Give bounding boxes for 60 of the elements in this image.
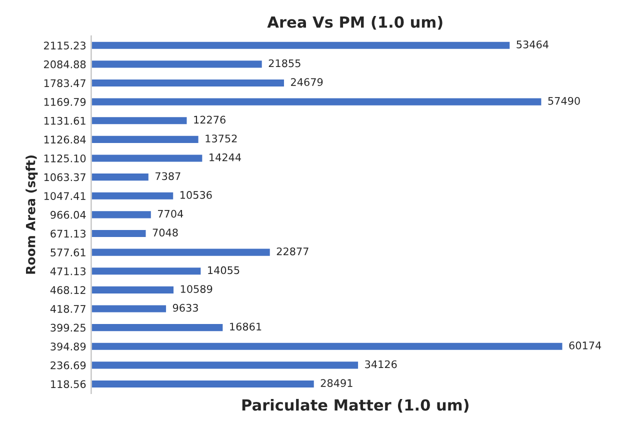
data-label: 57490 [548,96,580,105]
y-tick-label: 1125.10 [44,154,86,162]
bar [91,153,204,164]
y-tick-label: 236.69 [50,361,86,370]
data-label: 16861 [230,322,262,331]
data-label: 60174 [569,342,602,350]
bar [91,284,175,295]
data-label: 28491 [320,379,352,388]
y-tick-label: 471.13 [50,267,86,276]
y-tick-label: 1063.37 [44,173,86,182]
bar [91,322,224,332]
y-tick-label: 1126.84 [44,136,86,144]
x-axis-title: Pariculate Matter (1.0 um) [242,398,468,413]
bar [91,304,168,314]
y-tick-label: 2115.23 [44,42,86,50]
data-label: 12276 [194,116,226,124]
data-label: 14055 [208,266,240,274]
data-label: 22877 [276,247,308,256]
bar [91,190,174,201]
data-label: 7048 [152,228,178,237]
y-tick-label: 418.77 [50,304,86,313]
data-label: 14244 [210,153,241,162]
bar [91,96,543,107]
bar [91,360,360,370]
y-tick-label: 966.04 [50,210,86,219]
chart-title: Area Vs PM (1.0 um) [267,16,442,30]
bar [91,40,512,50]
bar [91,247,272,258]
y-tick-label: 1131.61 [44,116,86,125]
data-label: 21855 [268,59,300,68]
y-tick-label: 1783.47 [44,79,86,88]
y-tick-label: 2084.88 [44,60,86,68]
y-tick-label: 118.56 [51,380,86,388]
y-tick-label: 399.25 [50,324,86,332]
bar [91,172,150,182]
y-axis-title: Room Area (sqft) [26,155,38,274]
bar [91,78,286,88]
y-tick-label: 577.61 [50,248,86,256]
y-tick-label: 1169.79 [44,98,86,106]
bar [91,341,564,352]
y-tick-label: 1047.41 [44,192,86,200]
data-label: 7704 [158,210,184,218]
bar [91,116,188,126]
bar [91,228,148,238]
data-label: 24679 [291,78,323,86]
y-tick-label: 468.12 [50,286,86,294]
bar [91,379,316,389]
bar [91,59,264,70]
bar [91,266,202,276]
data-label: 34126 [365,360,397,368]
bar [91,210,152,220]
data-label: 13752 [206,134,237,142]
data-label: 10536 [180,191,212,199]
y-tick-label: 671.13 [50,230,86,238]
bar [91,134,200,144]
y-tick-label: 394.89 [50,342,86,350]
data-label: 53464 [516,40,548,48]
data-label: 9633 [172,304,198,312]
data-label: 10589 [180,285,212,293]
data-label: 7387 [156,172,180,180]
